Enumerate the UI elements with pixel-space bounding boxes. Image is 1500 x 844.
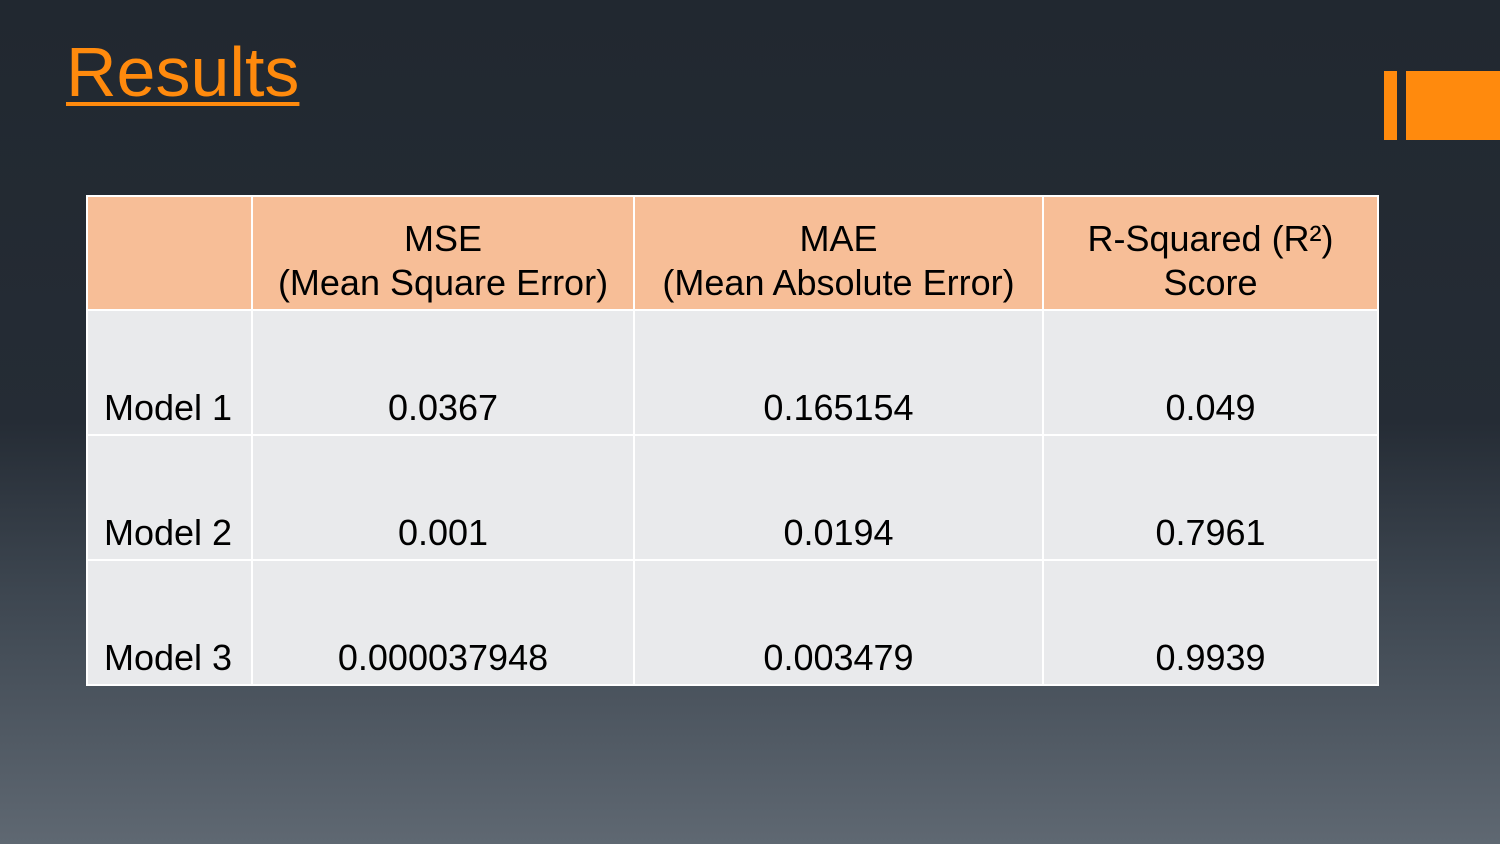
mae-cell: 0.0194 <box>633 434 1044 561</box>
header-mae-subtitle: (Mean Absolute Error) <box>662 262 1015 303</box>
r2-cell: 0.049 <box>1042 309 1379 436</box>
table-row: Model 2 0.001 0.0194 0.7961 <box>86 434 1379 561</box>
accent-bar-thin <box>1384 71 1397 140</box>
mae-cell: 0.003479 <box>633 559 1044 686</box>
header-mse-subtitle: (Mean Square Error) <box>277 262 609 303</box>
header-cell-r2: R-Squared (R²) Score <box>1042 195 1379 311</box>
header-mse-title: MSE <box>403 218 482 259</box>
table-row: Model 1 0.0367 0.165154 0.049 <box>86 309 1379 436</box>
mse-cell: 0.000037948 <box>251 559 635 686</box>
header-mae-title: MAE <box>799 218 878 259</box>
table-row: Model 3 0.000037948 0.003479 0.9939 <box>86 559 1379 686</box>
r2-cell: 0.7961 <box>1042 434 1379 561</box>
header-cell-empty <box>86 195 253 311</box>
header-cell-mae: MAE (Mean Absolute Error) <box>633 195 1044 311</box>
row-label: Model 1 <box>86 309 253 436</box>
r2-cell: 0.9939 <box>1042 559 1379 686</box>
mae-cell: 0.165154 <box>633 309 1044 436</box>
row-label: Model 2 <box>86 434 253 561</box>
table-header-row: MSE (Mean Square Error) MAE (Mean Absolu… <box>86 195 1379 311</box>
mse-cell: 0.001 <box>251 434 635 561</box>
row-label: Model 3 <box>86 559 253 686</box>
header-cell-mse: MSE (Mean Square Error) <box>251 195 635 311</box>
mse-cell: 0.0367 <box>251 309 635 436</box>
header-r2-title: R-Squared (R²) <box>1087 218 1334 259</box>
accent-bar-block <box>1406 71 1500 140</box>
slide-title: Results <box>66 33 300 111</box>
header-r2-subtitle: Score <box>1163 262 1258 303</box>
results-table: MSE (Mean Square Error) MAE (Mean Absolu… <box>86 195 1379 686</box>
